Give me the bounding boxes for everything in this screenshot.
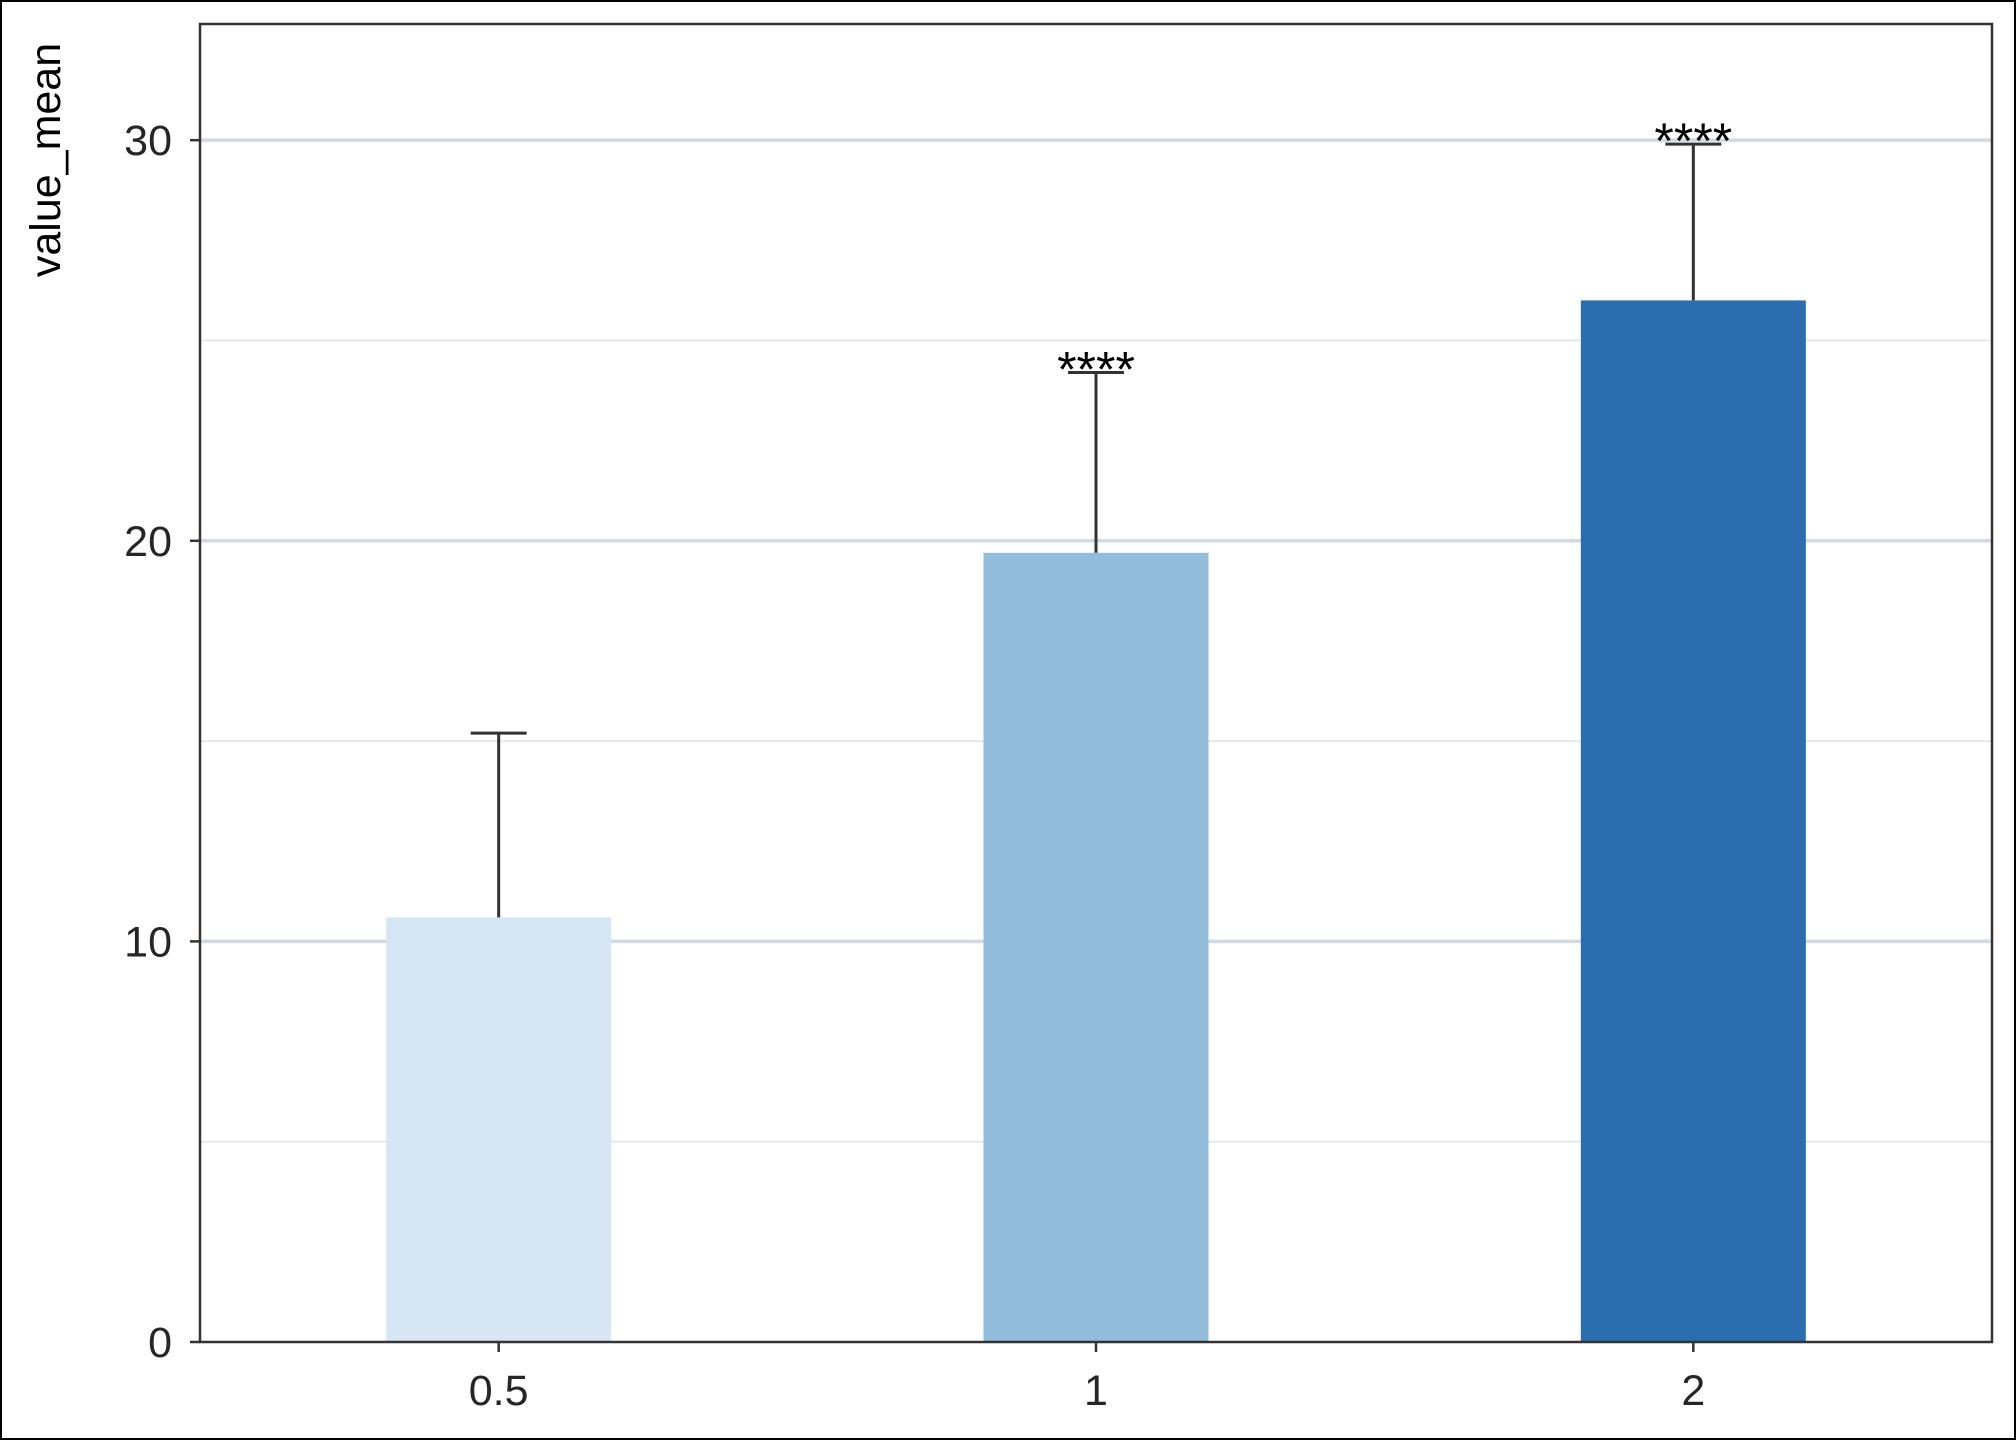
y-tick-label: 0: [148, 1319, 172, 1367]
x-tick-label: 2: [1681, 1367, 1705, 1415]
y-tick-label: 20: [124, 518, 172, 566]
bar-2: [1580, 300, 1806, 1343]
significance-layer: **** ****: [1057, 113, 1732, 397]
ticks-layer: 0 10 20 30 0.5 1 2: [124, 117, 1705, 1415]
bars-layer: [386, 300, 1806, 1343]
x-tick-label: 0.5: [469, 1367, 529, 1415]
bar-1: [983, 552, 1209, 1342]
bar-0.5: [386, 917, 612, 1342]
significance-label-2: ****: [1654, 113, 1732, 169]
error-bars-layer: [470, 142, 1722, 918]
x-tick-label: 1: [1084, 1367, 1108, 1415]
significance-label-1: ****: [1057, 342, 1135, 398]
y-tick-label: 30: [124, 117, 172, 165]
y-tick-label: 10: [124, 918, 172, 966]
y-axis-label: value_mean: [22, 43, 70, 277]
